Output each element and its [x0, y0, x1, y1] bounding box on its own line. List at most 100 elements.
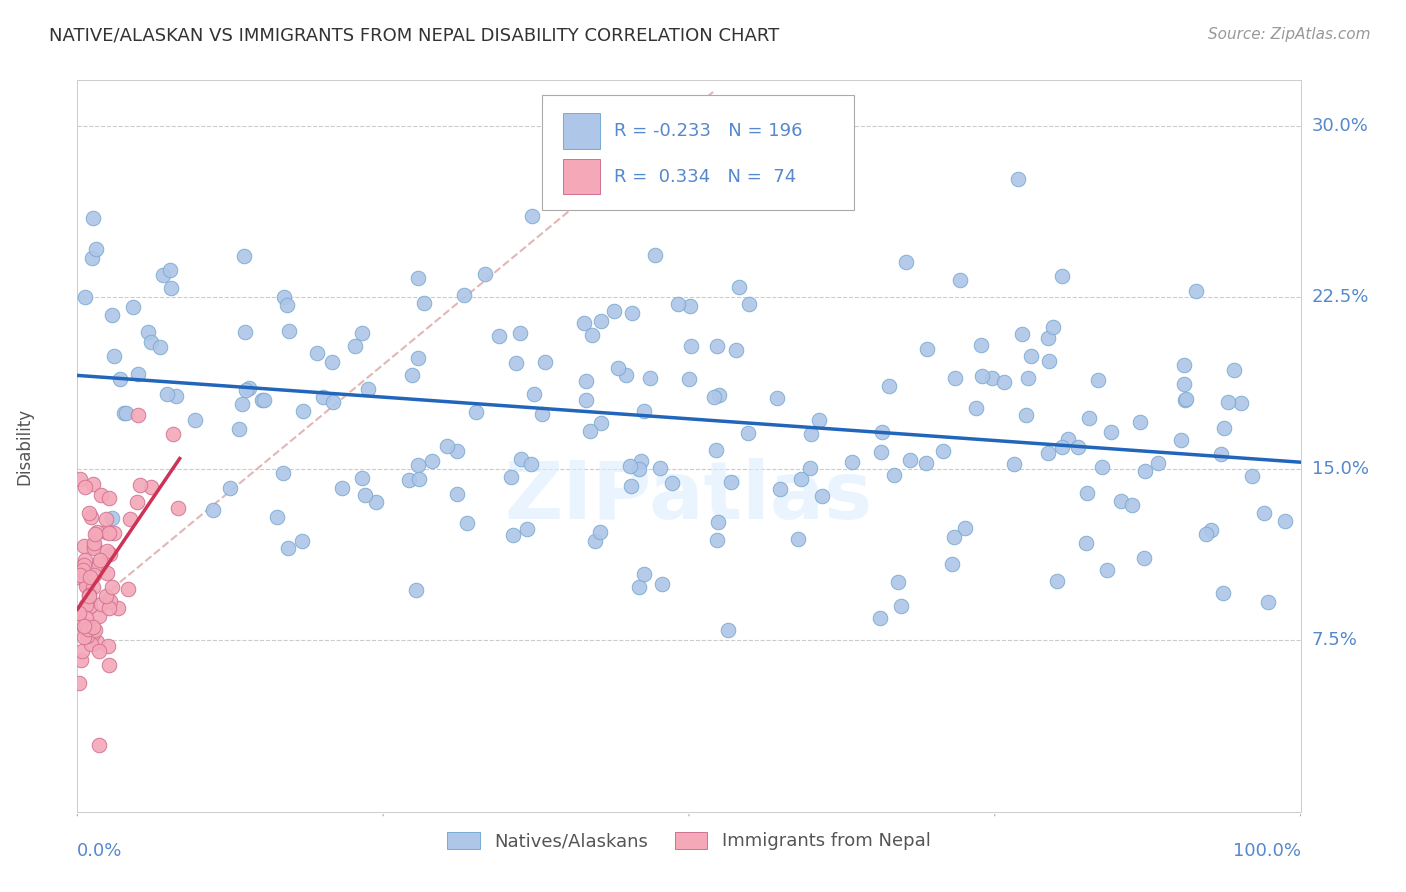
Point: [870, 444, 893, 458]
Point: [322, 395, 344, 409]
Point: [768, 482, 790, 496]
Point: [76, 620, 98, 634]
Point: [720, 475, 742, 490]
Point: [86, 634, 108, 648]
Point: [273, 290, 295, 304]
Point: [271, 466, 294, 480]
Point: [644, 247, 666, 261]
Point: [703, 390, 725, 404]
Point: [1046, 574, 1069, 588]
Point: [79, 506, 101, 520]
Point: [790, 472, 813, 486]
Point: [1099, 425, 1122, 439]
Point: [406, 351, 429, 365]
Point: [166, 500, 188, 515]
Point: [90, 488, 112, 502]
Point: [89, 644, 111, 658]
Point: [75, 579, 97, 593]
Point: [890, 599, 912, 613]
Point: [1015, 409, 1038, 423]
Text: Disability: Disability: [15, 408, 34, 484]
Point: [633, 404, 655, 418]
Point: [253, 393, 276, 408]
Point: [83, 539, 105, 553]
Point: [943, 371, 966, 385]
Point: [1216, 395, 1239, 409]
Point: [583, 534, 606, 549]
Point: [704, 443, 727, 458]
Point: [277, 324, 299, 338]
Point: [72, 563, 94, 577]
Point: [915, 456, 938, 470]
FancyBboxPatch shape: [543, 95, 853, 211]
Point: [1011, 327, 1033, 342]
Point: [619, 458, 641, 473]
Point: [149, 340, 172, 354]
Point: [706, 533, 728, 547]
Point: [1007, 172, 1029, 186]
Point: [401, 368, 423, 383]
Point: [530, 408, 553, 422]
Point: [80, 628, 103, 642]
Point: [352, 471, 374, 485]
Point: [73, 619, 96, 633]
Point: [1212, 586, 1234, 600]
Point: [575, 392, 598, 407]
FancyBboxPatch shape: [562, 159, 599, 194]
Point: [474, 267, 496, 281]
Point: [800, 426, 823, 441]
Point: [159, 263, 181, 277]
Point: [141, 480, 163, 494]
Point: [96, 543, 118, 558]
Point: [73, 480, 96, 494]
Point: [1170, 433, 1192, 447]
Point: [1175, 392, 1198, 406]
Point: [1194, 527, 1216, 541]
Point: [446, 487, 468, 501]
Text: 15.0%: 15.0%: [1312, 460, 1368, 478]
Point: [235, 383, 257, 397]
Point: [117, 582, 139, 596]
Point: [1036, 331, 1059, 345]
Point: [77, 589, 100, 603]
Text: R =  0.334   N =  74: R = 0.334 N = 74: [614, 168, 797, 186]
Point: [72, 631, 94, 645]
Point: [651, 576, 673, 591]
Point: [77, 622, 100, 636]
Point: [398, 473, 420, 487]
Point: [165, 389, 187, 403]
Point: [1050, 440, 1073, 454]
Point: [83, 536, 105, 550]
Text: 100.0%: 100.0%: [1233, 842, 1301, 860]
Point: [129, 478, 152, 492]
Point: [305, 345, 328, 359]
Point: [1199, 523, 1222, 537]
Point: [139, 334, 162, 349]
Point: [87, 738, 110, 752]
Point: [628, 580, 651, 594]
Point: [883, 468, 905, 483]
Point: [231, 397, 253, 411]
Text: 22.5%: 22.5%: [1312, 288, 1369, 307]
Point: [970, 368, 993, 383]
Point: [218, 481, 240, 495]
Point: [707, 516, 730, 530]
Point: [766, 391, 789, 405]
Point: [405, 582, 427, 597]
Point: [877, 379, 900, 393]
Point: [520, 457, 543, 471]
Point: [1067, 440, 1090, 454]
Point: [413, 295, 436, 310]
Point: [941, 557, 963, 571]
Point: [1095, 563, 1118, 577]
Point: [620, 306, 643, 320]
Point: [1038, 353, 1060, 368]
Point: [887, 574, 910, 589]
Point: [70, 653, 93, 667]
Point: [1274, 514, 1296, 528]
Text: R = -0.233   N = 196: R = -0.233 N = 196: [614, 122, 803, 140]
Point: [87, 609, 110, 624]
Point: [1240, 469, 1263, 483]
Point: [1209, 447, 1232, 461]
Point: [515, 522, 537, 536]
